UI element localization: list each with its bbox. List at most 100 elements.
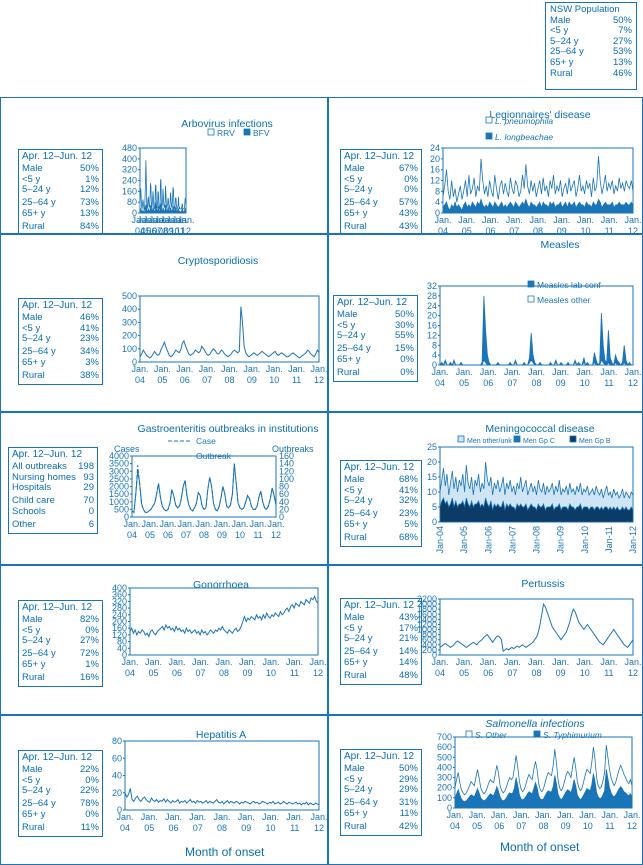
x-tick-label: Jan. 12 bbox=[177, 215, 194, 236]
x-tick-label: Jan. 06 bbox=[491, 810, 508, 831]
x-tick-label: Jan-09 bbox=[556, 526, 566, 554]
stats-value: 0 bbox=[88, 505, 94, 517]
y-tick-label: 28 bbox=[427, 291, 437, 301]
stats-period: Apr. 12–Jun. 12 bbox=[337, 297, 408, 308]
stats-box: Apr. 12–Jun. 12 Male 22% <5 y 0% 5–24 y 22% 25–… bbox=[18, 750, 103, 837]
y-tick-label: 12 bbox=[427, 330, 437, 340]
stats-row: Rural 42% bbox=[344, 820, 418, 833]
stats-row: 25–64 y 57% bbox=[344, 197, 418, 209]
legend: Case Outbreak bbox=[168, 436, 232, 461]
x-tick-label: Jan. 06 bbox=[165, 812, 182, 833]
y-tick-label: 20 bbox=[427, 457, 437, 467]
stats-label: Child care bbox=[12, 495, 55, 507]
stats-row: Other 6 bbox=[12, 519, 94, 531]
stats-label: Rural bbox=[22, 220, 45, 232]
stats-row: 25–64 y 15% bbox=[337, 343, 414, 355]
stats-value: 34% bbox=[79, 346, 99, 358]
stats-value: 12% bbox=[79, 184, 99, 196]
legend-swatch bbox=[207, 128, 215, 136]
legend-label: Measles lab conf bbox=[537, 280, 601, 290]
plot-frame bbox=[139, 295, 320, 363]
stats-value: 68% bbox=[398, 531, 418, 543]
x-tick-label: Jan-06 bbox=[483, 526, 493, 554]
stats-value: 30% bbox=[394, 319, 414, 331]
x-tick-label: Jan. 07 bbox=[504, 657, 521, 678]
y-tick-label: 480 bbox=[122, 143, 137, 153]
y-tick-label: 3000 bbox=[109, 466, 129, 476]
population-row: 25–64 y 53% bbox=[550, 47, 632, 58]
x-tick-label: Jan-10 bbox=[580, 526, 590, 554]
stats-row: Male 50% bbox=[337, 308, 414, 321]
stats-label: Male bbox=[344, 162, 365, 174]
stats-label: 5–24 y bbox=[22, 184, 51, 196]
stats-label: Rural bbox=[344, 820, 367, 832]
y-tick-label: 5 bbox=[432, 502, 437, 512]
population-row-label: 65+ y bbox=[550, 56, 574, 68]
x-tick-label: Jan. 12 bbox=[624, 215, 641, 236]
x-tick-label: Jan-04 bbox=[435, 526, 445, 554]
legend-swatch bbox=[485, 132, 493, 140]
y-tick-label: 20 bbox=[112, 788, 122, 798]
x-tick-label: Jan. 05 bbox=[137, 215, 154, 236]
plot-gastro: 0500100015002000250030003500400002040608… bbox=[109, 436, 314, 540]
stats-row: Male 68% bbox=[344, 474, 418, 486]
stats-period: Apr. 12–Jun. 12 bbox=[344, 151, 415, 162]
stats-row: Rural 38% bbox=[22, 370, 99, 382]
y2-tick-label: 0 bbox=[279, 512, 284, 522]
stats-value: 43% bbox=[398, 207, 418, 219]
y-tick-label: 80 bbox=[117, 637, 127, 647]
x-tick-label: Jan. 09 bbox=[553, 215, 570, 236]
y-tick-label: 700 bbox=[437, 732, 452, 742]
y-tick-label: 600 bbox=[437, 742, 452, 752]
stats-row: 25–64 y 14% bbox=[344, 646, 418, 658]
stats-value: 29% bbox=[398, 773, 418, 785]
stats-value: 0% bbox=[400, 353, 414, 365]
y-tick-label: 320 bbox=[112, 596, 127, 606]
stats-row: 65+ y 0% bbox=[337, 353, 414, 366]
stats-label: <5 y bbox=[337, 319, 356, 331]
y2-tick-label: 160 bbox=[279, 451, 294, 461]
x-tick-label: Jan. 09 bbox=[243, 364, 260, 385]
y-tick-label: 25 bbox=[427, 442, 437, 452]
stats-label: 65+ y bbox=[337, 353, 361, 365]
legend: Men other/unk Men Gp C Men Gp B bbox=[457, 435, 611, 445]
series-0-line bbox=[124, 788, 320, 806]
stats-value: 15% bbox=[394, 343, 414, 355]
stats-label: Male bbox=[22, 311, 43, 323]
stats-label: Male bbox=[337, 308, 358, 320]
stats-row: <5 y 0% bbox=[22, 775, 99, 787]
y-tick-label: 240 bbox=[112, 610, 127, 620]
plot-frame bbox=[131, 455, 277, 518]
x-tick-label: Jan. 08 bbox=[528, 367, 545, 388]
y-tick-label: 1400 bbox=[417, 614, 437, 624]
legend-label: S. Typhimurium bbox=[543, 730, 602, 740]
stats-value: 41% bbox=[398, 484, 418, 496]
stats-row: 5–24 y 55% bbox=[337, 331, 414, 342]
stats-label: 65+ y bbox=[22, 207, 46, 219]
legend-label: Men Gp C bbox=[523, 438, 555, 445]
stats-value: 5% bbox=[404, 518, 418, 530]
x-tick-label: Jan. 06 bbox=[480, 657, 497, 678]
stats-label: 5–24 y bbox=[344, 184, 373, 196]
stats-value: 29 bbox=[83, 482, 94, 494]
panel-gono bbox=[0, 565, 328, 715]
stats-label: <5 y bbox=[22, 322, 41, 334]
stats-box: Apr. 12–Jun. 12 Male 50% <5 y 29% 5–24 y 29% 25… bbox=[340, 749, 422, 836]
y-tick-label: 20 bbox=[430, 154, 440, 164]
y-tick-label: 600 bbox=[422, 635, 437, 645]
stats-row: 65+ y 3% bbox=[22, 357, 99, 369]
x-tick-label: Jan. 11 bbox=[288, 364, 305, 385]
y-tick-label: 360 bbox=[112, 590, 127, 600]
stats-label: Male bbox=[22, 763, 43, 775]
stats-label: All outbreaks bbox=[12, 460, 67, 472]
stats-value: 21% bbox=[398, 633, 418, 645]
x-tick-label: Jan. 08 bbox=[154, 215, 171, 236]
chart-title: Salmonella infections bbox=[485, 718, 585, 730]
stats-row: Male 50% bbox=[22, 163, 99, 175]
y-tick-label: 0 bbox=[132, 357, 137, 367]
x-tick-label: Jan. 11 bbox=[286, 812, 303, 833]
y-tick-label: 500 bbox=[437, 752, 452, 762]
series-1-area bbox=[440, 359, 633, 366]
stats-label: 25–64 y bbox=[344, 797, 378, 809]
x-tick-label: Jan. 11 bbox=[172, 215, 189, 236]
